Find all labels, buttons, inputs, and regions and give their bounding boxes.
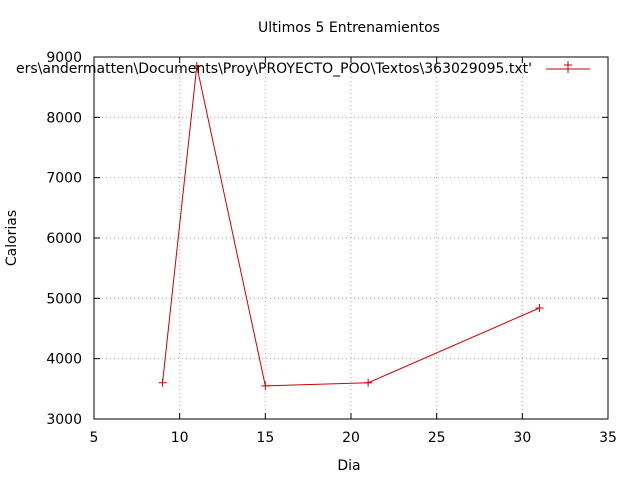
legend: ers\andermatten\Documents\Proy\PROYECTO_… [16, 61, 590, 77]
y-tick-label: 6000 [46, 231, 82, 247]
x-tick-label: 35 [599, 430, 617, 446]
data-point [261, 381, 270, 390]
y-axis-label: Calorias [4, 210, 20, 266]
y-tick-label: 3000 [46, 412, 82, 428]
data-point [535, 303, 544, 312]
data-point [192, 62, 201, 71]
y-tick-label: 8000 [46, 110, 82, 126]
y-tick-label: 5000 [46, 291, 82, 307]
series-layer [158, 62, 544, 390]
data-point [158, 378, 167, 387]
data-point [364, 378, 373, 387]
x-axis-label: Dia [337, 458, 360, 474]
x-tick-label: 30 [513, 430, 531, 446]
grid [94, 57, 608, 419]
legend-series-marker [564, 61, 572, 73]
y-tick-label: 9000 [46, 50, 82, 66]
legend-series-label: ers\andermatten\Documents\Proy\PROYECTO_… [16, 61, 532, 77]
y-tick-labels: 3000 4000 5000 6000 7000 8000 9000 [46, 50, 82, 428]
x-tick-label: 5 [90, 430, 99, 446]
chart-title: Ultimos 5 Entrenamientos [258, 20, 440, 36]
axis-ticks [93, 56, 609, 420]
x-tick-label: 15 [256, 430, 274, 446]
x-tick-label: 20 [342, 430, 360, 446]
x-tick-labels: 5 10 15 20 25 30 35 [90, 430, 617, 446]
x-tick-label: 25 [428, 430, 446, 446]
y-tick-label: 7000 [46, 171, 82, 187]
x-tick-label: 10 [171, 430, 189, 446]
y-tick-label: 4000 [46, 352, 82, 368]
